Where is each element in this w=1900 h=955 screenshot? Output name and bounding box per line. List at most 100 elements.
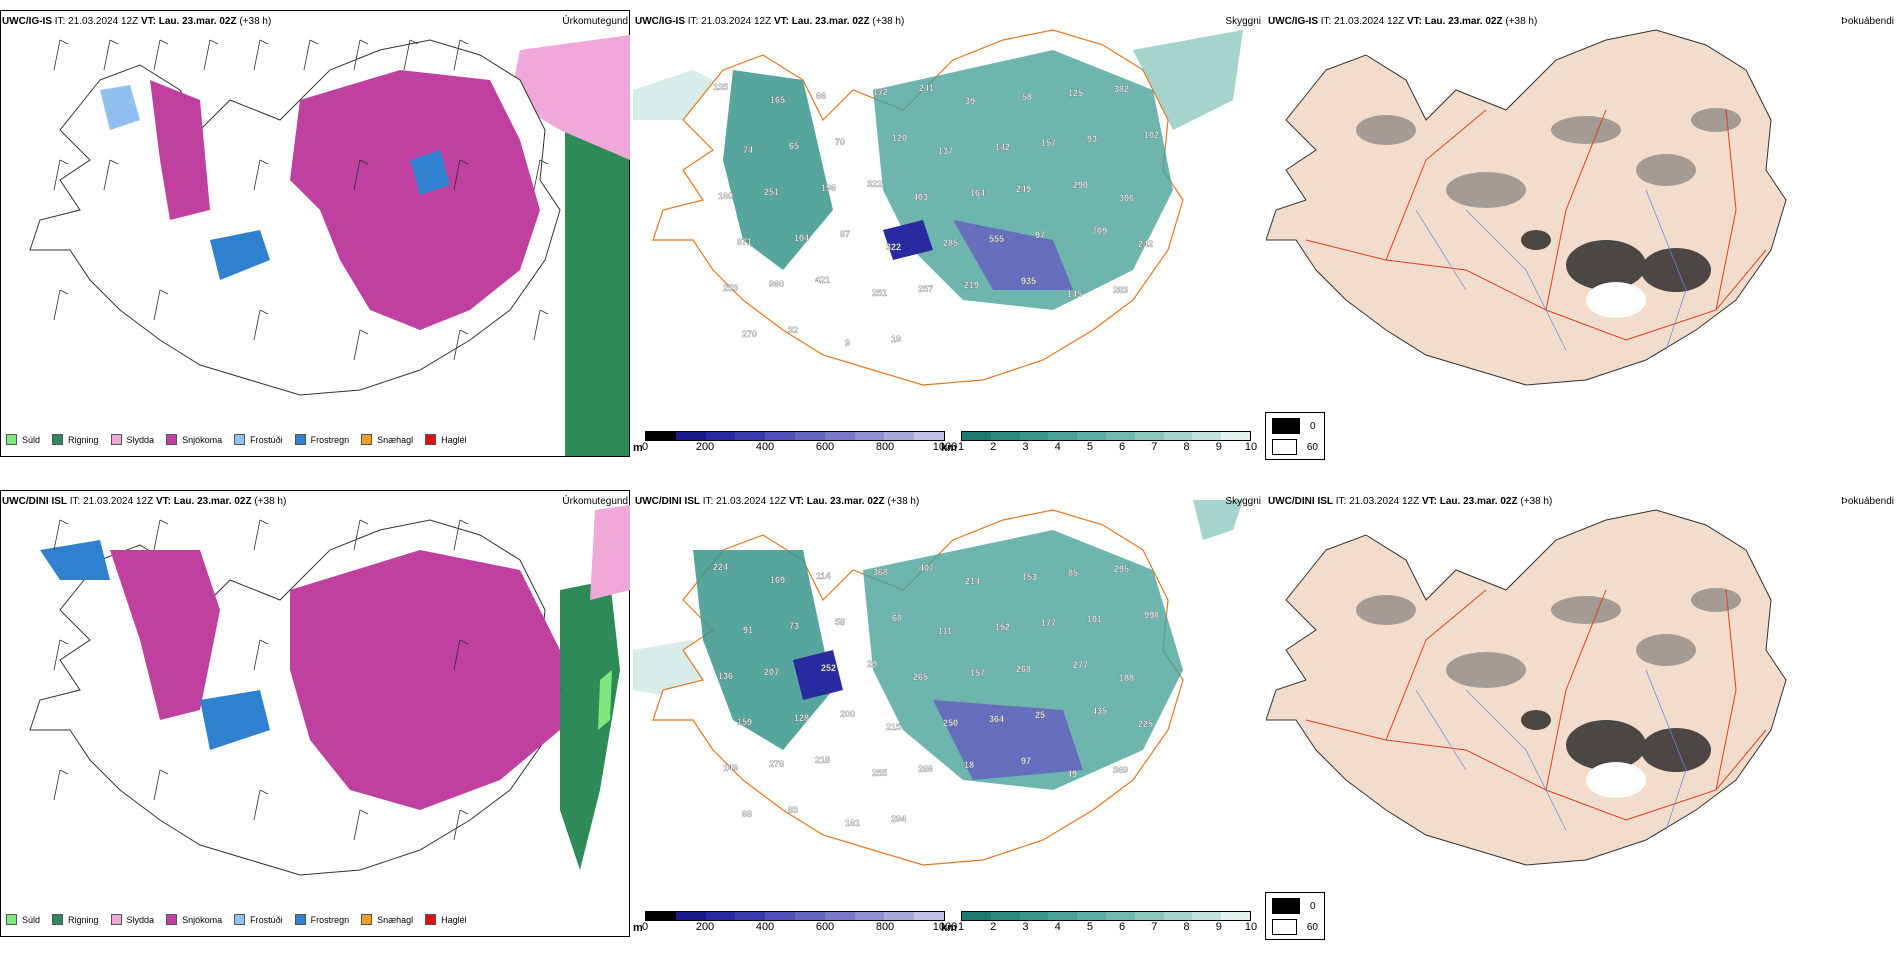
visibility-value-label: 93 xyxy=(1087,134,1097,144)
colorbar-swatch xyxy=(1020,912,1049,920)
legend-item: Snæhagl xyxy=(361,914,413,925)
colorbar-swatch xyxy=(991,912,1020,920)
glacier-area xyxy=(1586,762,1646,798)
colorbar-tick-label: 8 xyxy=(1183,921,1189,933)
colorbar-tick-label: 4 xyxy=(1055,921,1061,933)
precip-type-map xyxy=(0,490,630,955)
panel-title: Úrkomutegund xyxy=(562,496,628,507)
visibility-value-label: 157 xyxy=(970,668,985,678)
colorbar-swatch xyxy=(765,432,795,440)
colorbar-swatch xyxy=(735,432,765,440)
panel-title: Úrkomutegund xyxy=(562,16,628,27)
fog-scale-legend: 0 60 xyxy=(1265,412,1325,460)
visibility-value-label: 407 xyxy=(919,563,934,573)
colorbar-swatch xyxy=(855,912,885,920)
visibility-value-label: 58 xyxy=(835,617,845,627)
visibility-value-label: 49 xyxy=(1067,769,1077,779)
visibility-value-label: 149 xyxy=(723,763,738,773)
fog-indicator-panel: UWC/IG-IS IT: 21.03.2024 12Z VT: Lau. 23… xyxy=(1266,10,1896,475)
fog-indicator-map xyxy=(1266,490,1896,955)
precip-type-panel: UWC/IG-IS IT: 21.03.2024 12Z VT: Lau. 23… xyxy=(0,10,630,475)
colorbar-tick-label: 0 xyxy=(642,441,648,453)
colorbar-tick-label: 0 xyxy=(642,921,648,933)
panel-header: UWC/DINI ISL IT: 21.03.2024 12Z VT: Lau.… xyxy=(2,496,286,507)
glacier-area xyxy=(1586,282,1646,318)
legend-item: Haglél xyxy=(425,914,467,925)
visibility-value-label: 58 xyxy=(1022,92,1032,102)
colorbar-swatch xyxy=(1192,912,1221,920)
visibility-value-label: 255 xyxy=(872,768,887,778)
visibility-value-label: 200 xyxy=(840,709,855,719)
colorbar-swatch xyxy=(1077,432,1106,440)
colorbar-swatch xyxy=(1048,912,1077,920)
freezing-rain-area xyxy=(40,540,110,580)
colorbar-swatch xyxy=(676,432,706,440)
visibility-value-label: 960 xyxy=(769,279,784,289)
colorbar-tick-label: 800 xyxy=(876,921,894,933)
colorbar-swatch xyxy=(914,912,944,920)
visibility-value-label: 369 xyxy=(1113,765,1128,775)
colorbar-swatch xyxy=(914,432,944,440)
visibility-value-label: 169 xyxy=(770,575,785,585)
visibility-value-label: 241 xyxy=(919,83,934,93)
fog-scale-legend: 0 60 xyxy=(1265,892,1325,940)
colorbar-tick-label: 3 xyxy=(1022,441,1028,453)
colorbar-tick-label: 2 xyxy=(990,441,996,453)
visibility-value-label: 153 xyxy=(1022,572,1037,582)
panel-header: UWC/IG-IS IT: 21.03.2024 12Z VT: Lau. 23… xyxy=(635,16,904,27)
colorbar-tick-label: 5 xyxy=(1087,921,1093,933)
visibility-value-label: 97 xyxy=(1035,230,1045,240)
visibility-value-label: 364 xyxy=(989,714,1004,724)
visibility-value-label: 125 xyxy=(1068,88,1083,98)
visibility-value-label: 68 xyxy=(742,809,752,819)
visibility-value-label: 219 xyxy=(964,280,979,290)
visibility-value-label: 224 xyxy=(713,562,728,572)
colorbar-tick-label: 800 xyxy=(876,441,894,453)
colorbar-swatch xyxy=(795,432,825,440)
visibility-value-label: 97 xyxy=(1021,756,1031,766)
visibility-value-label: 257 xyxy=(918,284,933,294)
visibility-value-label: 435 xyxy=(1092,706,1107,716)
colorbar-tick-label: 10 xyxy=(1245,921,1257,933)
colorbar-tick-label: 200 xyxy=(696,921,714,933)
colorbar-swatch xyxy=(1106,432,1135,440)
visibility-value-label: 251 xyxy=(764,187,779,197)
colorbar-tick-label: 400 xyxy=(756,921,774,933)
precip-type-panel: UWC/DINI ISL IT: 21.03.2024 12Z VT: Lau.… xyxy=(0,490,630,955)
visibility-unit: km xyxy=(941,442,957,454)
visibility-value-label: 251 xyxy=(872,288,887,298)
visibility-value-label: 128 xyxy=(794,713,809,723)
colorbar-swatch xyxy=(1164,432,1193,440)
colorbar-swatch xyxy=(1164,912,1193,920)
visibility-unit: km xyxy=(941,922,957,934)
visibility-value-label: 196 xyxy=(821,183,836,193)
visibility-value-label: 114 xyxy=(816,571,831,581)
visibility-value-label: 306 xyxy=(1119,193,1134,203)
legend-item: Súld xyxy=(6,914,40,925)
panel-title: Skyggni xyxy=(1225,16,1261,27)
colorbar-swatch xyxy=(735,912,765,920)
visibility-value-label: 250 xyxy=(943,718,958,728)
colorbar-swatch xyxy=(884,432,914,440)
colorbar-tick-label: 3 xyxy=(1022,921,1028,933)
visibility-value-label: 91 xyxy=(743,625,753,635)
visibility-colorbar: 1 2 3 4 5 6 7 8 9 10 xyxy=(961,911,1251,931)
legend-item: Snjókoma xyxy=(166,914,222,925)
legend-item: Frostúði xyxy=(234,434,283,445)
visibility-value-label: 252 xyxy=(821,663,836,673)
visibility-value-label: 709 xyxy=(1092,226,1107,236)
visibility-value-label: 145 xyxy=(1067,289,1082,299)
precip-legend: Súld Rigning Slydda Snjókoma Frostúði Fr… xyxy=(6,434,467,445)
colorbar-swatch xyxy=(1192,432,1221,440)
cloud-base-colorbar: 0 200 400 600 800 1000 xyxy=(645,911,945,931)
colorbar-swatch xyxy=(962,912,991,920)
fog-indicator-map xyxy=(1266,10,1896,475)
colorbar-swatch xyxy=(991,432,1020,440)
visibility-value-label: 85 xyxy=(1068,568,1078,578)
colorbar-swatch xyxy=(646,912,676,920)
colorbar-tick-label: 7 xyxy=(1151,441,1157,453)
colorbar-swatch xyxy=(1221,912,1250,920)
visibility-value-label: 137 xyxy=(938,146,953,156)
visibility-value-label: 253 xyxy=(723,283,738,293)
visibility-value-label: 83 xyxy=(788,805,798,815)
